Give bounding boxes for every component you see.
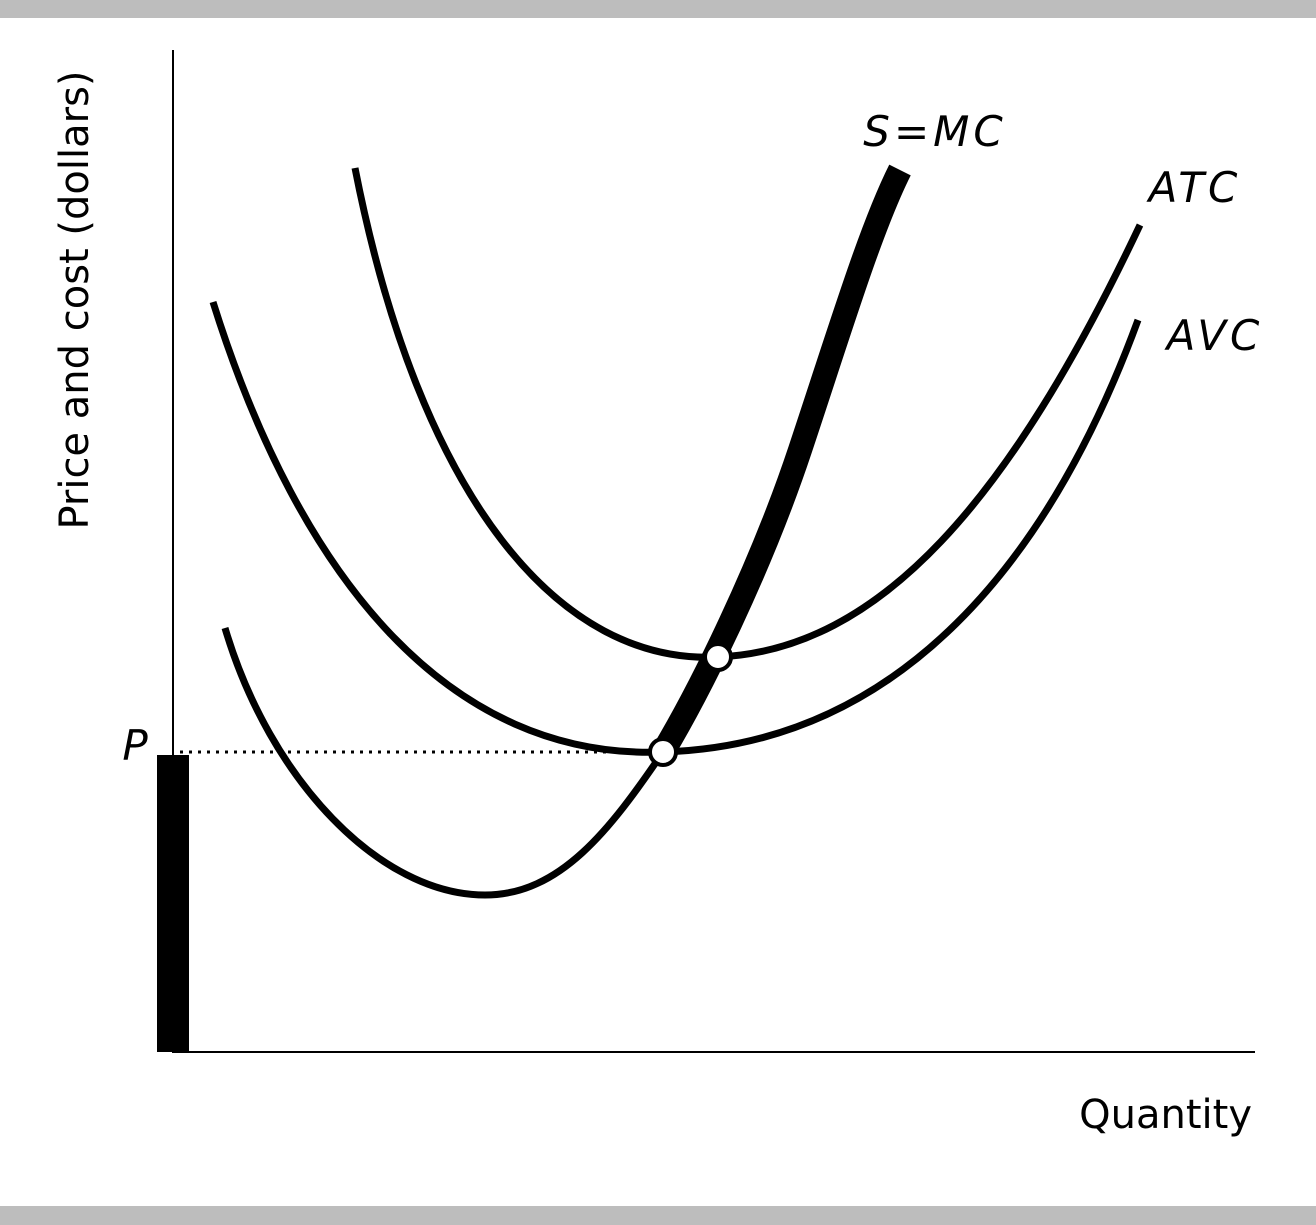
supply-zero-segment: [157, 755, 189, 1052]
atc-min-point: [703, 642, 733, 672]
avc-label: AVC: [1164, 311, 1264, 360]
price-label: P: [122, 721, 151, 770]
top-bar: [0, 0, 1316, 18]
y-axis-label: Price and cost (dollars): [52, 70, 98, 529]
avc-curve: [209, 300, 1142, 756]
bottom-bar: [0, 1206, 1316, 1225]
atc-label: ATC: [1146, 163, 1242, 212]
mc-curve: [221, 627, 666, 899]
supply-curve: [652, 164, 911, 759]
supply-label: S=MC: [863, 107, 1006, 156]
shutdown-point: [648, 737, 678, 767]
x-axis-label: Quantity: [1079, 1092, 1252, 1138]
